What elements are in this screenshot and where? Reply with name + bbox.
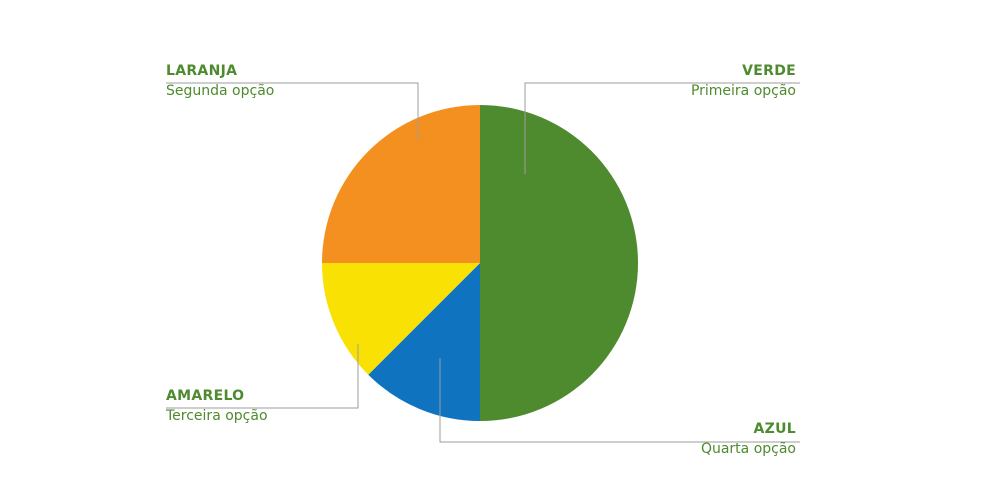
leader-line-laranja — [166, 82, 419, 140]
label-azul-sublabel: Quarta opção — [700, 441, 796, 457]
label-azul: AZUL Quarta opção — [701, 419, 796, 459]
label-amarelo-sublabel: Terceira opção — [166, 408, 268, 424]
label-verde-name: VERDE — [742, 63, 796, 79]
label-verde-sublabel: Primeira opção — [690, 83, 796, 99]
pie-slices — [322, 105, 638, 421]
pie-slice-amarelo — [322, 263, 480, 375]
label-laranja-name: LARANJA — [166, 63, 238, 79]
leader-line-azul — [439, 358, 800, 443]
leader-lines — [166, 82, 800, 443]
label-amarelo-name: AMARELO — [166, 388, 245, 404]
pie-slice-laranja — [322, 105, 480, 263]
label-laranja: LARANJA Segunda opção — [166, 61, 274, 101]
leader-line-amarelo — [166, 344, 359, 409]
label-verde: VERDE Primeira opção — [691, 61, 796, 101]
leader-line-verde — [524, 82, 800, 174]
pie-slice-verde — [480, 105, 638, 421]
pie-slice-azul — [368, 263, 480, 421]
label-laranja-sublabel: Segunda opção — [166, 83, 275, 99]
label-azul-name: AZUL — [753, 421, 796, 437]
label-amarelo: AMARELO Terceira opção — [166, 386, 268, 426]
